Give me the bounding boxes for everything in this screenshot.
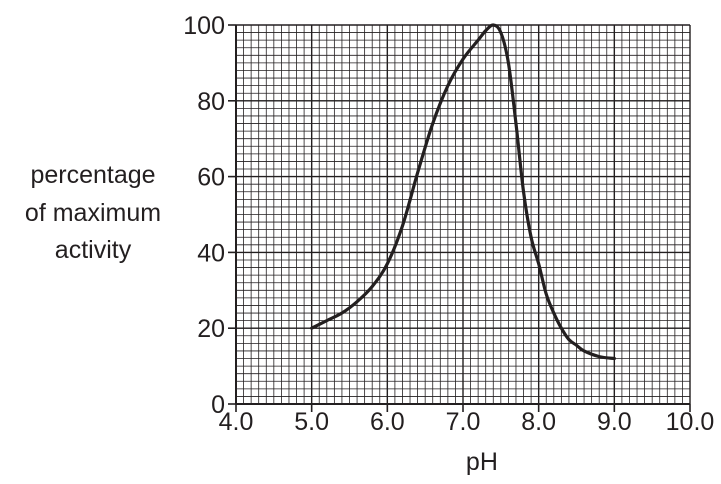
y-axis-label-line: percentage [30,161,155,189]
y-tick-label: 20 [197,315,225,343]
x-tick-label: 7.0 [446,408,481,436]
y-tick-labels: 0 20 40 60 80 100 [183,12,236,419]
x-tick-label: 9.0 [597,408,632,436]
x-tick-label: 8.0 [521,408,556,436]
x-tick-label: 10.0 [666,408,715,436]
y-tick-label: 60 [197,164,225,192]
series-line [310,23,616,361]
y-axis-label-line: activity [55,236,132,264]
y-tick-label: 100 [183,12,225,40]
series-group [310,23,616,361]
y-axis-label: percentage of maximum activity [25,161,161,264]
x-tick-label: 6.0 [370,408,405,436]
y-tick-label: 0 [211,391,225,419]
x-tick-label: 4.0 [219,408,254,436]
x-tick-label: 5.0 [294,408,329,436]
x-axis-label: pH [466,448,498,476]
y-axis-label-line: of maximum [25,199,161,227]
y-tick-label: 40 [197,239,225,267]
y-tick-label: 80 [197,88,225,116]
x-tick-labels: 4.0 5.0 6.0 7.0 8.0 9.0 10.0 [219,404,715,436]
